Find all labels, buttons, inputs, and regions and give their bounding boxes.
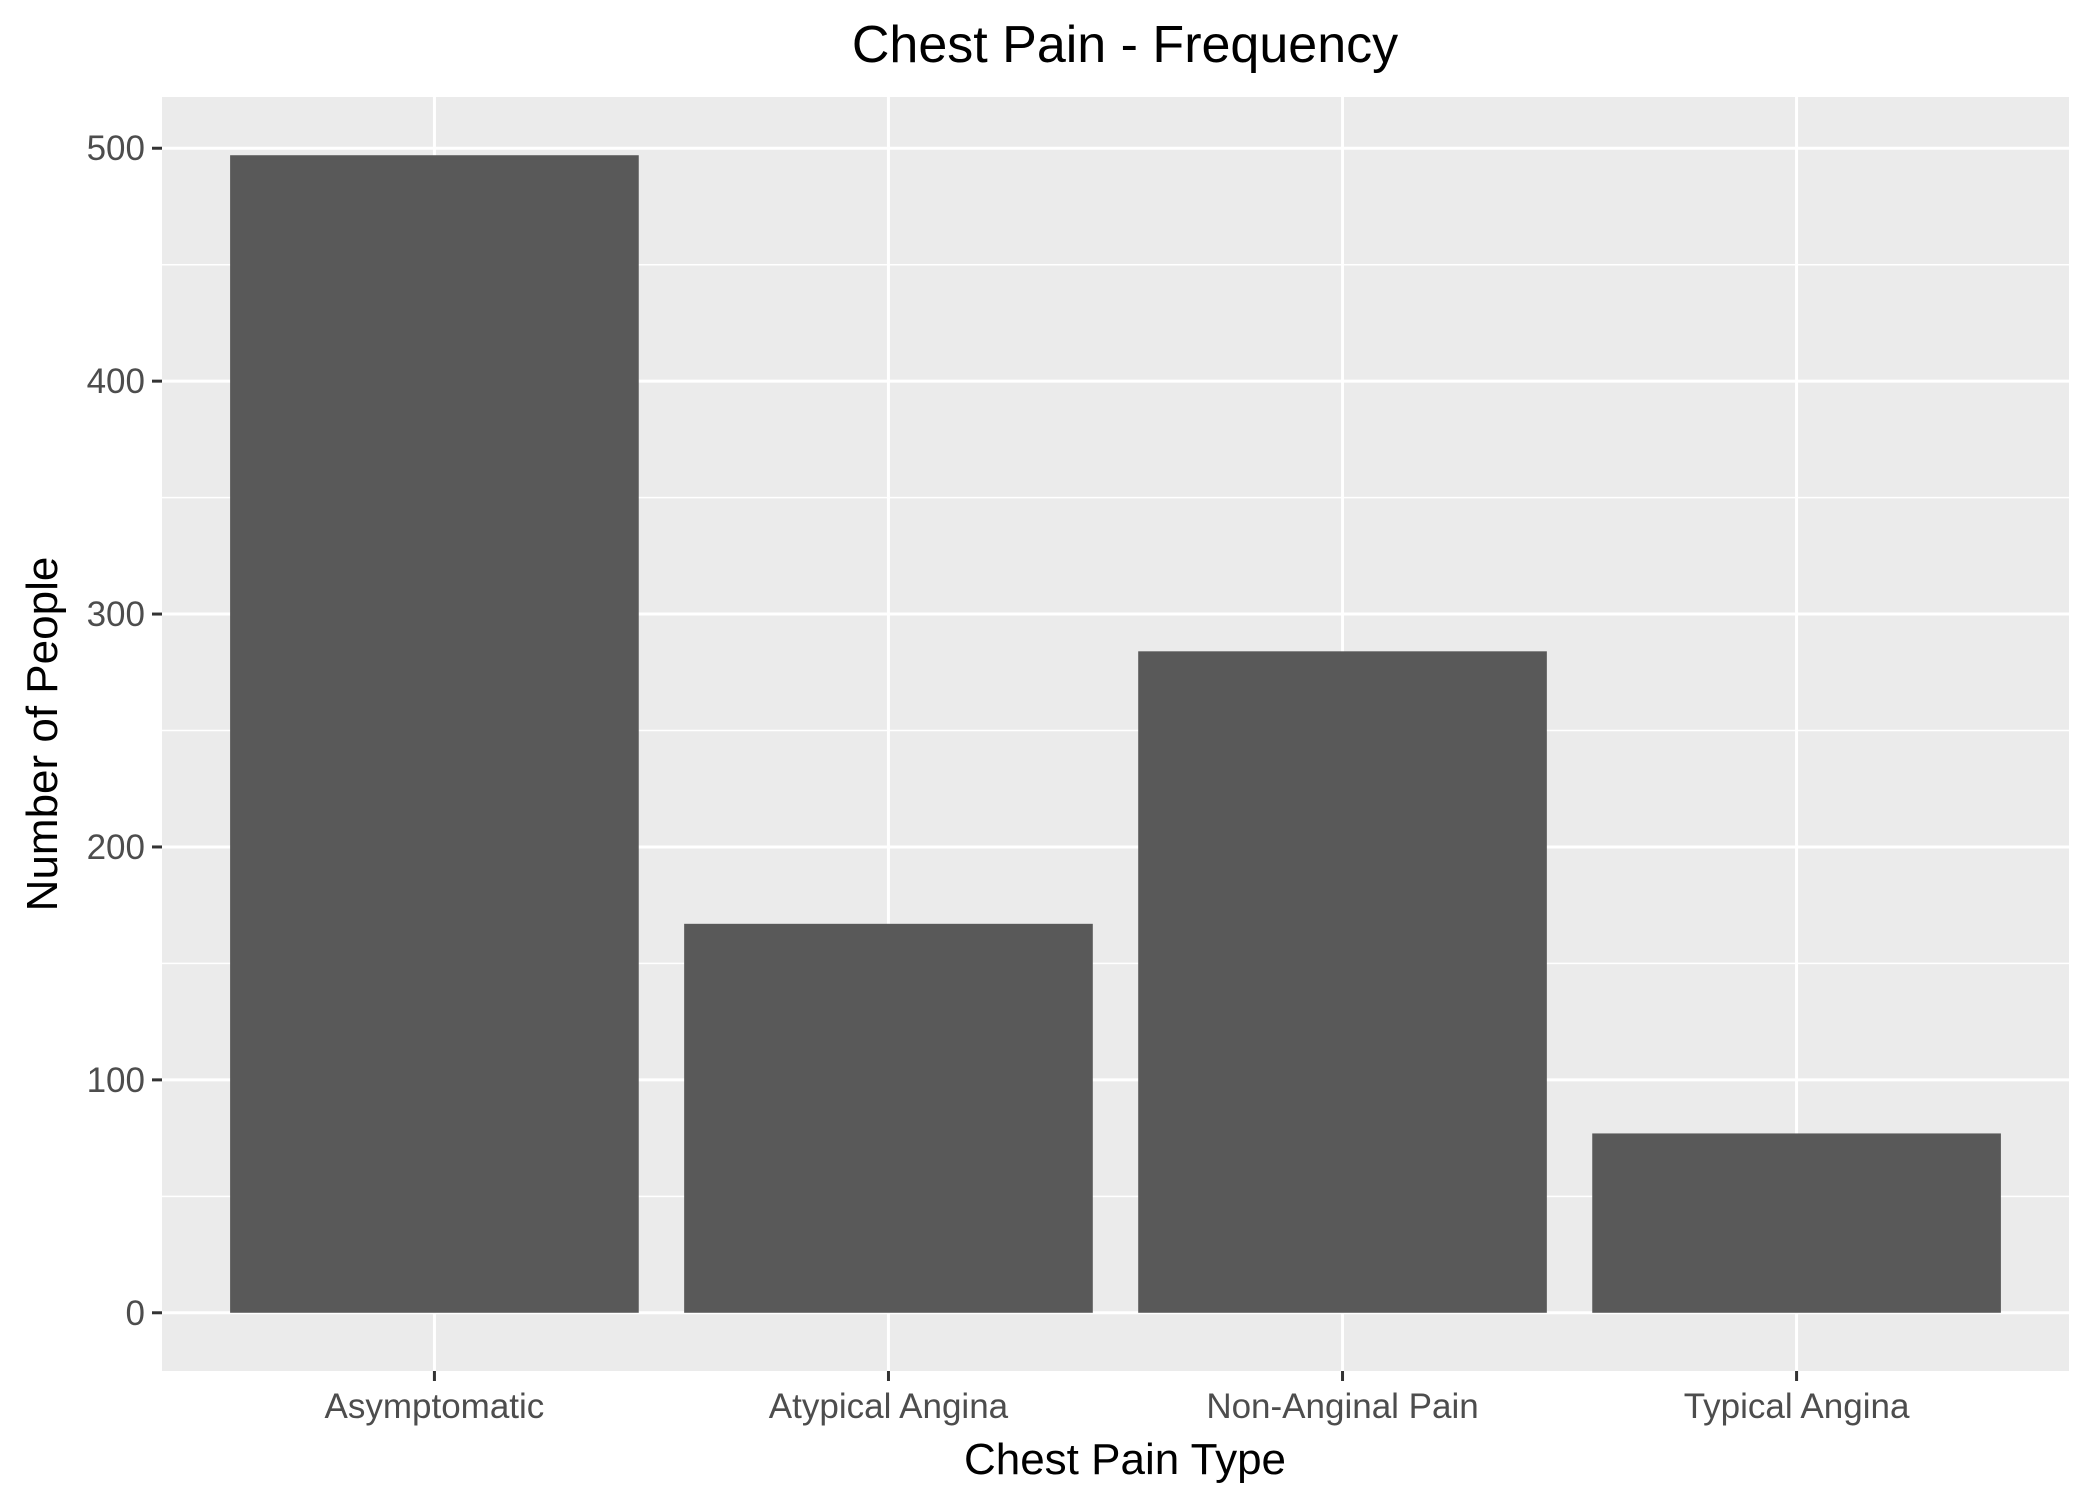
bar: [230, 155, 639, 1313]
y-tick-label: 500: [87, 129, 145, 168]
y-tick-label: 100: [87, 1061, 145, 1100]
y-axis: 0 100 200 300 400 500: [87, 129, 162, 1333]
x-tick-label: Non-Anginal Pain: [1206, 1387, 1478, 1426]
x-axis-title: Chest Pain Type: [964, 1435, 1286, 1484]
x-axis: Asymptomatic Atypical Angina Non-Anginal P…: [325, 1371, 1910, 1426]
chart-title: Chest Pain - Frequency: [852, 16, 1398, 74]
x-tick-label: Typical Angina: [1684, 1387, 1910, 1426]
bar: [1592, 1133, 2001, 1313]
y-tick-label: 300: [87, 595, 145, 634]
x-tick-label: Asymptomatic: [325, 1387, 545, 1426]
x-tick-label: Atypical Angina: [769, 1387, 1009, 1426]
y-axis-title: Number of People: [18, 557, 67, 912]
bars: [230, 155, 2001, 1313]
y-tick-label: 200: [87, 828, 145, 867]
y-tick-label: 400: [87, 362, 145, 401]
bar: [684, 923, 1093, 1313]
bar: [1138, 651, 1547, 1313]
y-tick-label: 0: [126, 1294, 145, 1333]
